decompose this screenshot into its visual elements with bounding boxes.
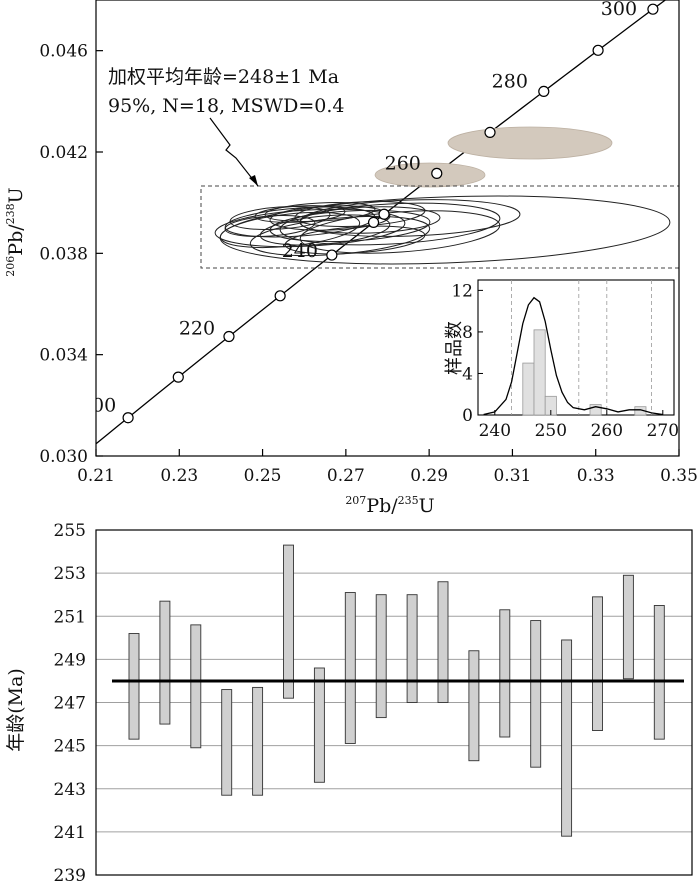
weighted-mean-annotation: 加权平均年龄=248±1 Ma: [108, 66, 339, 88]
density-curve: [483, 296, 663, 416]
stats-annotation: 95%, N=18, MSWD=0.4: [108, 95, 344, 117]
concordia-age-marker: [484, 126, 496, 139]
y-tick-label: 0.030: [39, 447, 88, 467]
analysis-ellipse: [214, 208, 406, 248]
concordia-age-label: 200: [80, 395, 116, 417]
y-tick-label: 251: [54, 607, 86, 627]
y-tick-label: 0.042: [39, 143, 88, 163]
age-error-bar: [375, 594, 387, 719]
y-tick-label: 243: [54, 780, 86, 800]
inset-y-tick-label: 12: [451, 281, 473, 301]
inset-y-tick-label: 8: [462, 323, 473, 343]
inset-x-tick-label: 240: [479, 421, 511, 441]
concordia-age-marker: [223, 330, 235, 343]
y-tick-label: 247: [54, 694, 86, 714]
inset-y-label: 样品数: [444, 321, 465, 375]
x-tick-label: 0.33: [577, 466, 615, 486]
y-tick-label: 253: [54, 564, 86, 584]
inset-frame: [477, 279, 675, 416]
age-bar-chart: 239 241 243 245 247 249 251 253 255 年龄(Ma): [5, 521, 693, 885]
discordant-ellipse: [374, 162, 486, 188]
concordia-age-label: 260: [385, 152, 421, 174]
discordant-ellipse: [447, 126, 613, 160]
x-tick-label: 0.25: [244, 466, 282, 486]
analysis-ellipse: [224, 215, 316, 237]
concordia-age-label: 220: [179, 318, 215, 340]
age-y-axis-label: 年龄(Ma): [5, 668, 27, 752]
x-tick-label: 0.35: [660, 466, 698, 486]
age-error-bar: [128, 633, 140, 740]
age-error-bar: [561, 639, 573, 837]
inset-y-tick-label: 4: [462, 364, 473, 384]
annotation-arrowhead: [249, 175, 258, 186]
x-tick-label: 0.31: [493, 466, 531, 486]
age-error-bar: [653, 605, 665, 740]
y-tick-label: 245: [54, 737, 86, 757]
concordia-age-marker: [592, 44, 604, 56]
concordia-age-marker: [172, 371, 184, 383]
x-tick-label: 0.21: [77, 466, 115, 486]
age-error-bar: [592, 596, 603, 731]
concordia-age-marker: [378, 208, 390, 220]
histogram-bar: [589, 404, 602, 416]
y-tick-label: 0.038: [39, 244, 88, 264]
age-histogram-inset: 240 250 260 270 0 4 8 12 样品数: [444, 279, 679, 441]
age-error-bar: [406, 594, 418, 703]
y-tick-label: 255: [54, 521, 86, 541]
inset-x-tick-label: 250: [535, 421, 567, 441]
age-error-bar: [622, 574, 634, 680]
age-error-bar: [190, 624, 202, 749]
analysis-ellipse: [279, 202, 501, 246]
age-error-bar: [530, 620, 542, 768]
y-tick-label: 241: [54, 823, 86, 843]
y-tick-label: 249: [54, 650, 86, 670]
plot-area: 200 220 240 260 280 300: [80, 0, 679, 445]
selection-box: [200, 185, 679, 269]
inset-x-tick-label: 260: [591, 421, 623, 441]
concordia-age-label: 300: [601, 0, 637, 20]
histogram-bar: [533, 329, 546, 416]
concordia-age-marker: [274, 290, 286, 302]
concordia-age-marker: [122, 412, 134, 424]
concordia-age-label: 240: [282, 240, 318, 262]
analysis-ellipse: [264, 202, 376, 222]
analysis-ellipse: [229, 205, 331, 231]
x-tick-label: 0.23: [160, 466, 198, 486]
age-error-bar: [159, 600, 171, 725]
age-error-bar: [313, 667, 325, 783]
y-tick-label: 0.034: [39, 346, 88, 366]
x-axis-label: 207Pb/235U: [345, 494, 434, 517]
concordia-age-label: 280: [492, 70, 528, 92]
x-tick-label: 0.29: [410, 466, 448, 486]
age-error-bar: [252, 686, 264, 796]
y-tick-label: 0.046: [39, 42, 88, 62]
concordia-age-marker: [431, 167, 443, 179]
x-tick-label: 0.27: [327, 466, 365, 486]
age-error-bar: [221, 689, 233, 796]
y-axis-label: 206Pb/238U: [4, 187, 27, 276]
age-error-bar: [283, 544, 294, 699]
age-error-bar: [437, 581, 449, 703]
analysis-ellipse: [259, 214, 391, 246]
weighted-mean-marker: [367, 216, 380, 229]
concordia-age-marker: [326, 249, 338, 261]
concordia-plot-frame: [95, 0, 680, 457]
concordia-chart: 200 220 240 260 280 300 0.21 0.23 0.25 0.27 0.29 0…: [4, 0, 698, 517]
y-tick-label: 239: [54, 866, 86, 885]
age-error-bar: [344, 592, 356, 744]
concordia-age-marker: [538, 85, 550, 97]
age-error-bar: [499, 609, 511, 738]
analysis-ellipse: [254, 205, 346, 223]
annotation-arrow: [209, 117, 259, 187]
concordia-age-marker: [647, 3, 659, 15]
inset-y-tick-label: 0: [462, 406, 473, 426]
analysis-ellipse: [219, 195, 671, 265]
analysis-ellipse: [284, 225, 426, 255]
histogram-bar: [522, 362, 535, 416]
age-error-bar: [468, 650, 480, 762]
age-plot-frame: [95, 529, 693, 876]
inset-x-tick-label: 270: [647, 421, 679, 441]
